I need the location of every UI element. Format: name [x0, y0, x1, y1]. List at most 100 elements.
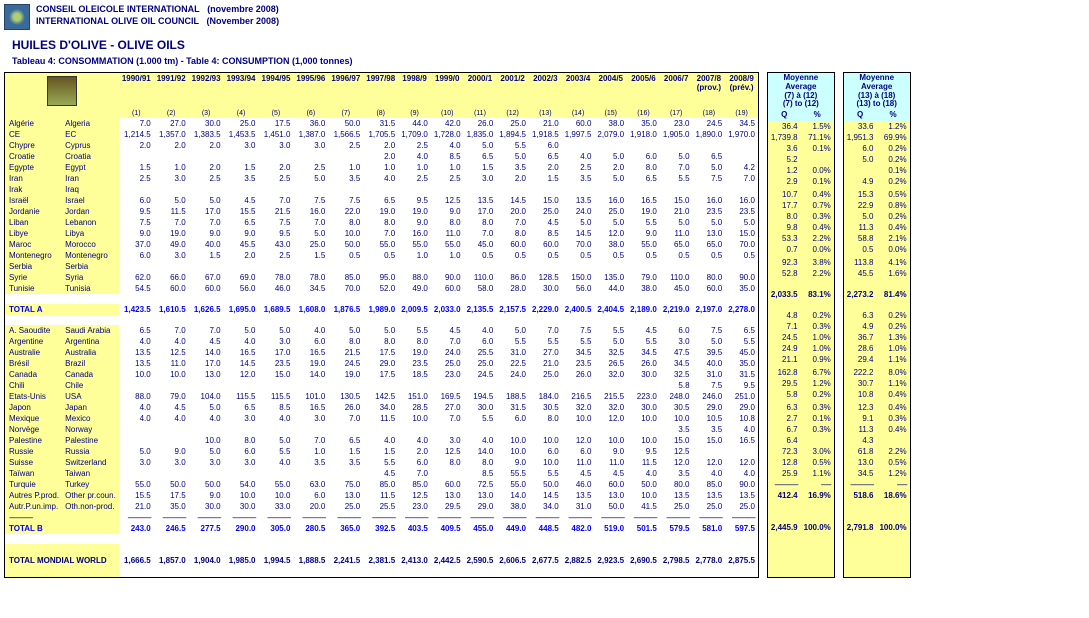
row-label-en: USA	[62, 391, 119, 402]
cell: 60.0	[431, 283, 464, 294]
cell: 7.0	[293, 217, 328, 228]
cell: 8.0	[529, 413, 562, 424]
table-row: Autres P.prod.Other pr.coun.15.517.59.01…	[5, 490, 758, 501]
row-label-en: Iran	[62, 173, 119, 184]
cell	[660, 261, 693, 272]
avg-row: 6.4	[768, 435, 834, 446]
table-row: AustralieAustralia13.512.514.016.517.016…	[5, 347, 758, 358]
cell: 184.0	[529, 391, 562, 402]
year-header: 2008/9(prév.)	[725, 73, 758, 109]
cell: 60.0	[431, 479, 464, 490]
avg-row: 72.33.0%	[768, 446, 834, 457]
year-header: 2002/3	[529, 73, 562, 109]
table-row: CroatieCroatia2.04.08.56.55.06.54.05.06.…	[5, 151, 758, 162]
cell: 16.0	[693, 195, 726, 206]
cell: 9.5	[725, 380, 758, 391]
avg-row: 12.30.4%	[844, 402, 910, 413]
cell: 3.5	[293, 457, 328, 468]
cell: 35.0	[725, 358, 758, 369]
cell: 13.5	[660, 490, 693, 501]
year-header: 2006/7	[660, 73, 693, 109]
col-num: (8)	[363, 109, 398, 118]
cell: 1,890.0	[693, 129, 726, 140]
cell: 9.0	[594, 446, 627, 457]
cell: 19.0	[398, 347, 431, 358]
cell	[119, 380, 154, 391]
cell: 4.0	[154, 336, 189, 347]
cell: 1.5	[293, 250, 328, 261]
cell	[431, 468, 464, 479]
cell: 5.0	[496, 151, 529, 162]
cell: 39.5	[693, 347, 726, 358]
cell: 7.0	[154, 217, 189, 228]
row-label-fr: Autr.P.un.imp.	[5, 501, 62, 512]
cell: 7.0	[529, 325, 562, 336]
cell: 0.5	[627, 250, 660, 261]
cell: 24.5	[328, 358, 363, 369]
cell: 3.0	[154, 250, 189, 261]
cell: 8.0	[328, 336, 363, 347]
cell	[363, 424, 398, 435]
cell: 26.0	[328, 402, 363, 413]
avg-row: 1.20.0%	[768, 165, 834, 176]
row-label-fr: Norvège	[5, 424, 62, 435]
cell: 38.0	[627, 283, 660, 294]
cell	[259, 424, 294, 435]
cell: 50.0	[627, 479, 660, 490]
cell: 11.0	[154, 358, 189, 369]
cell: 6.0	[627, 151, 660, 162]
cell: 1,918.5	[529, 129, 562, 140]
cell: 5.0	[189, 402, 224, 413]
cell: 3.5	[562, 173, 595, 184]
row-label-fr: Tunisie	[5, 283, 62, 294]
cell: 36.0	[293, 118, 328, 129]
cell: 5.0	[259, 325, 294, 336]
cell: 8.0	[224, 435, 259, 446]
cell: 34.5	[725, 118, 758, 129]
year-header: 1990/91	[119, 73, 154, 109]
main-table: 1990/911991/921992/931993/941994/951995/…	[5, 73, 758, 577]
cell: 40.0	[693, 358, 726, 369]
row-label-fr: Brésil	[5, 358, 62, 369]
table-row: ChypreCyprus2.02.02.03.03.03.02.52.02.54…	[5, 140, 758, 151]
year-header: 2005/6	[627, 73, 660, 109]
dash-row: --------------------	[844, 479, 910, 490]
total-b-row: TOTAL B243.0246.5277.5290.0305.0280.5365…	[5, 523, 758, 534]
table-row: IrakIraq	[5, 184, 758, 195]
cell: 1.5	[464, 162, 497, 173]
cell: 31.0	[562, 501, 595, 512]
cell: 32.0	[594, 369, 627, 380]
cell: 7.0	[431, 336, 464, 347]
cell: 10.5	[693, 413, 726, 424]
cell: 5.5	[398, 325, 431, 336]
cell: 12.5	[660, 446, 693, 457]
cell: 1.0	[398, 162, 431, 173]
cell: 58.0	[464, 283, 497, 294]
cell: 5.5	[529, 336, 562, 347]
cell	[431, 261, 464, 272]
cell: 0.5	[725, 250, 758, 261]
cell: 10.0	[398, 413, 431, 424]
cell: 31.0	[496, 347, 529, 358]
year-header: 2004/5	[594, 73, 627, 109]
cell: 25.0	[224, 118, 259, 129]
cell: 3.0	[431, 435, 464, 446]
row-label-fr: Chili	[5, 380, 62, 391]
year-header: 1999/0	[431, 73, 464, 109]
cell: 9.0	[431, 206, 464, 217]
cell: 55.0	[363, 239, 398, 250]
cell: 52.0	[363, 283, 398, 294]
cell: 11.0	[562, 457, 595, 468]
row-label-en: Syria	[62, 272, 119, 283]
avg-row: 52.82.2%	[768, 268, 834, 279]
cell: 7.5	[293, 195, 328, 206]
avg-row: 3.60.1%	[768, 143, 834, 154]
cell: 49.0	[154, 239, 189, 250]
cell	[529, 184, 562, 195]
cell: 29.5	[431, 501, 464, 512]
cell: 4.0	[464, 325, 497, 336]
cell: 6.5	[725, 325, 758, 336]
cell: 215.5	[594, 391, 627, 402]
row-label-fr: Suisse	[5, 457, 62, 468]
cell: 8.0	[363, 336, 398, 347]
